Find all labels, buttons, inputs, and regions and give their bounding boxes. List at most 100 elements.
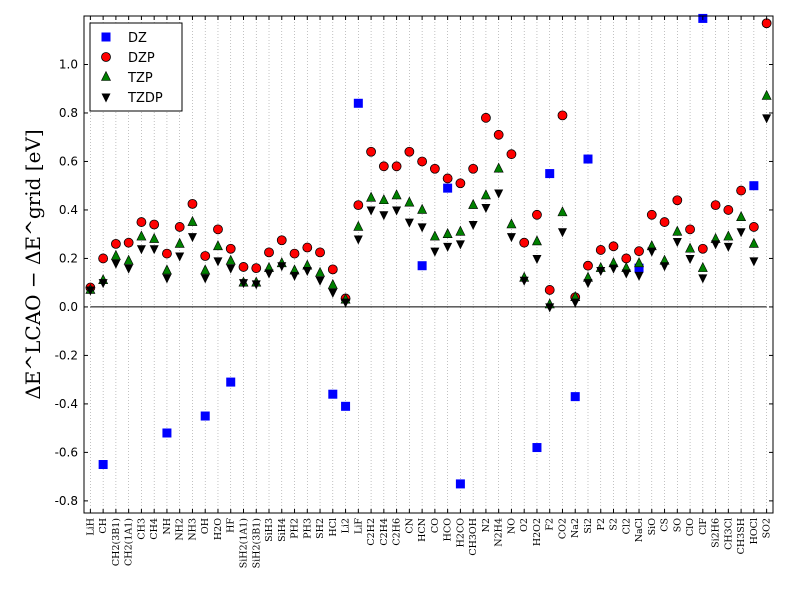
data-point <box>736 185 747 196</box>
legend-entry-tzp: TZP <box>101 70 153 86</box>
data-point <box>761 18 772 29</box>
data-point <box>481 204 491 214</box>
x-tick-label: PH3 <box>302 518 313 539</box>
x-tick-label: CH3Cl <box>723 518 734 550</box>
points-layer <box>85 13 772 489</box>
data-point <box>481 112 491 123</box>
data-point <box>506 218 517 229</box>
data-point <box>392 206 402 216</box>
data-point <box>710 200 721 211</box>
x-tick-label: NH2 <box>175 518 186 541</box>
series-tzdp <box>85 114 772 313</box>
x-tick-label: ClF <box>698 518 709 535</box>
data-point <box>531 235 542 246</box>
x-tick-label: NH3 <box>187 518 198 541</box>
data-point <box>557 110 568 121</box>
data-point <box>609 264 619 274</box>
series-dz <box>98 13 759 489</box>
data-point <box>417 261 427 271</box>
data-point <box>468 198 479 209</box>
data-point <box>200 251 211 261</box>
data-point <box>327 278 338 289</box>
legend-marker-shape <box>101 32 111 42</box>
data-point <box>174 222 185 232</box>
x-tick-label: LiF <box>353 518 364 534</box>
data-point <box>762 114 772 124</box>
x-tick-label: C2H4 <box>379 518 390 546</box>
data-point <box>328 389 338 399</box>
data-point <box>187 198 198 209</box>
legend-marker-shape <box>101 70 111 81</box>
data-point <box>315 276 325 286</box>
data-point <box>761 89 772 100</box>
data-point <box>468 163 479 174</box>
data-point <box>302 267 312 277</box>
data-point <box>161 264 172 275</box>
data-point <box>685 224 695 235</box>
x-tick-label: SiO <box>647 518 658 536</box>
data-point <box>532 443 542 453</box>
data-point <box>110 249 121 260</box>
x-tick-label: NO <box>506 518 517 534</box>
data-point <box>200 411 210 421</box>
data-point <box>238 262 249 272</box>
data-point <box>748 237 759 248</box>
data-point <box>698 274 708 284</box>
data-point <box>136 217 147 227</box>
legend-label-tzp: TZP <box>127 71 153 86</box>
data-point <box>519 237 530 248</box>
legend-entry-dzp: DZP <box>101 51 155 66</box>
data-point <box>225 254 236 265</box>
y-axis-label: ΔE^LCAO − ΔE^grid [eV] <box>21 129 45 399</box>
data-point <box>124 264 134 274</box>
y-tick-label: 0.4 <box>59 203 78 217</box>
legend-entry-dz: DZ <box>101 31 147 46</box>
y-tick-label: -0.8 <box>55 494 78 508</box>
data-point <box>634 246 644 257</box>
legend-entry-tzdp: TZDP <box>101 91 163 106</box>
data-point <box>685 254 695 264</box>
data-point <box>455 225 466 236</box>
data-point <box>123 237 134 248</box>
data-point <box>341 401 351 411</box>
data-point <box>391 189 402 200</box>
data-point <box>149 232 160 243</box>
data-point <box>736 211 747 222</box>
data-point <box>480 189 491 200</box>
data-point <box>366 146 376 157</box>
data-point <box>494 189 504 199</box>
data-point <box>289 248 300 259</box>
data-point <box>187 233 197 243</box>
x-tick-label: H2O <box>213 518 224 540</box>
x-tick-label: C2H2 <box>366 518 377 546</box>
legend-marker-triangle-down <box>101 93 111 103</box>
data-point <box>697 261 708 272</box>
x-tick-label: CH <box>98 518 109 534</box>
data-point <box>557 206 568 217</box>
data-point <box>442 228 453 238</box>
data-point <box>723 205 734 215</box>
data-point <box>379 211 389 221</box>
legend-label-tzdp: TZDP <box>127 91 163 106</box>
legend-marker-shape <box>101 93 111 103</box>
data-point <box>327 264 338 275</box>
y-tick-label: 0.6 <box>59 154 78 168</box>
x-tick-label: N2 <box>481 518 492 532</box>
data-point <box>225 243 236 254</box>
x-tick-label: F2 <box>545 518 556 531</box>
data-point <box>353 235 363 245</box>
data-point <box>328 288 338 298</box>
x-tick-label: SiH2(1A1) <box>238 518 249 568</box>
x-tick-label: HOCl <box>749 518 760 544</box>
data-point <box>545 303 555 313</box>
data-point <box>98 460 108 470</box>
x-tick-label: CH3 <box>136 518 147 540</box>
data-point <box>660 262 670 272</box>
x-tick-label: P2 <box>596 518 607 530</box>
x-tick-label: H2CO <box>455 518 466 548</box>
x-tick-label: HF <box>226 518 237 533</box>
data-point <box>264 247 274 258</box>
data-point <box>532 209 542 220</box>
legend-marker-circle <box>101 52 111 62</box>
data-point <box>532 254 542 264</box>
